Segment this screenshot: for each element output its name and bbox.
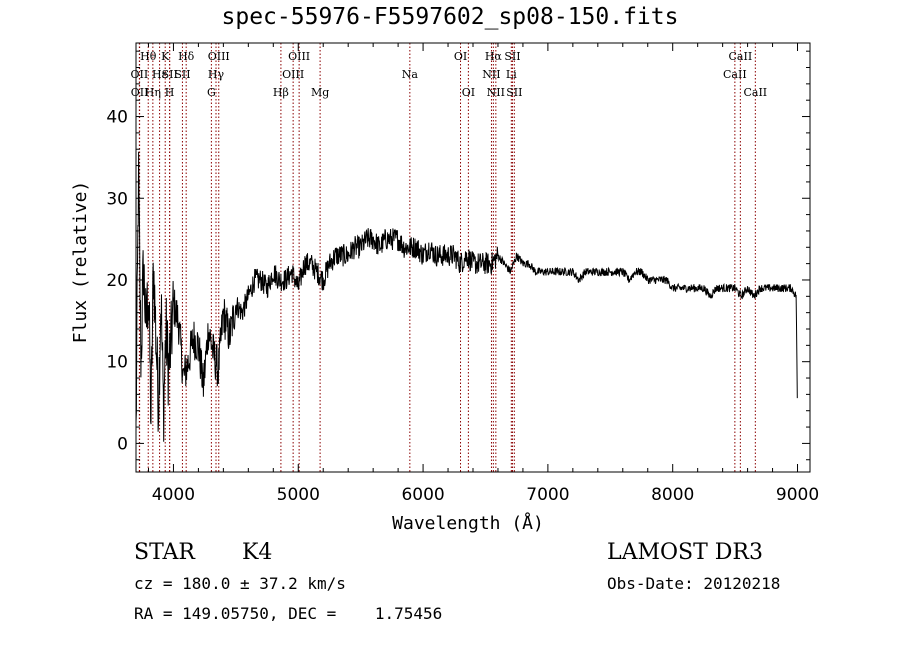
line-label-23: Li [506, 68, 517, 81]
line-label-7: H [165, 86, 175, 99]
y-tick-label-1: 10 [106, 353, 128, 373]
line-label-11: Hγ [208, 68, 225, 81]
line-label-10: G [207, 86, 216, 99]
y-axis-ticks: 0 10 20 30 40 [106, 50, 810, 461]
line-label-1: OII [131, 86, 149, 99]
line-label-4: Hε [152, 68, 168, 81]
line-label-16: Mg [311, 86, 329, 99]
line-label-3: Hη [145, 86, 161, 99]
chart-title: spec-55976-F5597602_sp08-150.fits [221, 4, 679, 30]
x-tick-label-1: 5000 [277, 485, 320, 505]
x-tick-label-4: 8000 [651, 485, 694, 505]
line-label-12: OIII [208, 50, 230, 63]
line-label-13: Hβ [273, 86, 289, 99]
line-label-5: K [161, 50, 170, 63]
y-axis-label: Flux (relative) [70, 181, 91, 344]
x-tick-label-0: 4000 [152, 485, 195, 505]
x-tick-label-5: 9000 [776, 485, 819, 505]
line-label-25: SII [506, 86, 522, 99]
flux-curve [135, 151, 798, 442]
plot-frame [135, 42, 811, 473]
object-subclass: K4 [242, 540, 273, 565]
line-label-21: Hα [485, 50, 503, 63]
line-label-9: SII [174, 68, 190, 81]
x-axis-label: Wavelength (Å) [392, 512, 544, 534]
line-label-27: CaII [729, 50, 753, 63]
line-label-14: OIII [282, 68, 304, 81]
redshift-cz: cz = 180.0 ± 37.2 km/s [134, 574, 346, 593]
x-axis-ticks: 4000 5000 6000 7000 8000 9000 [147, 43, 819, 505]
line-label-24: SII [504, 50, 520, 63]
line-label-6: SII [162, 68, 178, 81]
line-label-15: OIII [288, 50, 310, 63]
y-tick-label-4: 40 [106, 108, 128, 128]
flux-curve-group [135, 151, 798, 442]
line-labels-group: OIIOIIHθHηHεKSIIHHδSIIGHγOIIIHβOIIIOIIIM… [131, 50, 768, 99]
line-label-22: NII [487, 86, 505, 99]
y-tick-label-2: 20 [106, 271, 128, 291]
line-label-26: CaII [723, 68, 747, 81]
line-label-19: OI [462, 86, 475, 99]
x-tick-label-3: 7000 [526, 485, 569, 505]
line-label-17: Na [402, 68, 419, 81]
obs-date: Obs-Date: 20120218 [607, 574, 781, 593]
x-tick-label-2: 6000 [401, 485, 444, 505]
y-tick-label-3: 30 [106, 189, 128, 209]
line-label-2: Hθ [140, 50, 157, 63]
coordinates: RA = 149.05750, DEC = 1.75456 [134, 604, 443, 623]
y-tick-label-0: 0 [117, 434, 128, 454]
line-label-0: OII [131, 68, 149, 81]
line-label-18: OI [454, 50, 467, 63]
survey-name: LAMOST DR3 [607, 540, 763, 565]
object-class: STAR [134, 540, 195, 565]
line-label-20: NII [482, 68, 500, 81]
line-label-8: Hδ [178, 50, 195, 63]
line-label-28: CaII [743, 86, 767, 99]
